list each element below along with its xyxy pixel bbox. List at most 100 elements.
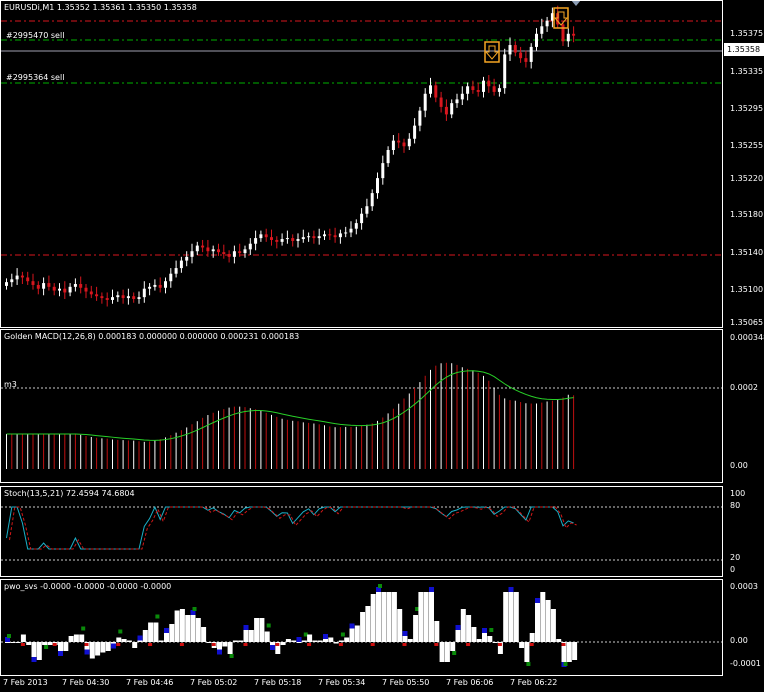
pwo-bar bbox=[232, 640, 238, 642]
pwo-bar bbox=[376, 592, 381, 642]
candle-body bbox=[540, 26, 544, 34]
pwo-bar-blue bbox=[535, 598, 540, 603]
candle-body bbox=[338, 233, 342, 238]
pwo-bar bbox=[190, 615, 196, 642]
pwo-bar bbox=[333, 642, 339, 644]
pwo-bar bbox=[381, 592, 387, 642]
candle-body bbox=[259, 234, 263, 239]
pwo-bar bbox=[482, 633, 487, 642]
pwo-bar bbox=[164, 633, 169, 642]
pwo-bar bbox=[312, 640, 318, 642]
pwo-bar bbox=[89, 642, 95, 659]
candle-body bbox=[386, 150, 390, 164]
pwo-bar-blue bbox=[455, 625, 461, 630]
pwo-bar bbox=[450, 642, 456, 651]
candle-body bbox=[243, 249, 247, 254]
pwo-bar-blue bbox=[376, 587, 381, 592]
pwo-bar bbox=[100, 642, 106, 653]
pwo-bar-blue bbox=[58, 651, 63, 656]
order-label-2995364[interactable]: #2995364 sell bbox=[6, 73, 65, 82]
pwo-bar-green bbox=[415, 607, 420, 611]
pwo-bar bbox=[439, 642, 445, 662]
stoch-pane[interactable]: Stoch(13,5,21) 72.4594 74.6804 bbox=[0, 486, 723, 577]
pwo-bar bbox=[158, 640, 164, 642]
pwo-bar bbox=[285, 639, 291, 642]
pwo-bar bbox=[217, 642, 222, 650]
candle-body bbox=[280, 239, 284, 242]
pwo-bar bbox=[497, 642, 503, 654]
candle-body bbox=[376, 178, 379, 194]
price-tick: 1.35375 bbox=[730, 29, 764, 38]
pwo-bar bbox=[323, 639, 328, 642]
pwo-pane[interactable]: pwo_svs -0.0000 -0.0000 -0.0000 -0.0000 bbox=[0, 579, 723, 676]
pwo-bar bbox=[31, 642, 37, 657]
pwo-bar-red bbox=[20, 643, 25, 646]
pwo-bar-blue bbox=[111, 643, 116, 649]
pwo-bar bbox=[275, 642, 281, 654]
candle-body bbox=[476, 90, 480, 92]
pwo-bar bbox=[455, 630, 461, 642]
pwo-bar bbox=[259, 618, 265, 642]
candle-body bbox=[121, 295, 125, 299]
pwo-bar bbox=[508, 592, 514, 642]
pwo-bar-red bbox=[179, 643, 184, 646]
order-label-2995470[interactable]: #2995470 sell bbox=[6, 31, 65, 40]
price-axis[interactable]: 1.35375 1.35335 1.35295 1.35255 1.35220 … bbox=[723, 0, 764, 328]
pwo-bar bbox=[349, 628, 355, 642]
price-tick: 1.35140 bbox=[730, 248, 764, 257]
pwo-bar bbox=[280, 642, 286, 645]
pwo-bar-blue bbox=[482, 628, 487, 633]
pwo-bar bbox=[58, 642, 63, 651]
stoch-tick: 0 bbox=[730, 565, 736, 574]
candle-body bbox=[487, 80, 491, 87]
pwo-bar-red bbox=[275, 643, 280, 646]
pwo-axis: 0.0003 0.00 -0.0001 bbox=[723, 579, 764, 676]
candle-body bbox=[418, 110, 422, 126]
pwo-bar bbox=[126, 640, 132, 642]
pwo-bar bbox=[429, 592, 434, 642]
candle-body bbox=[126, 296, 130, 299]
pwo-bar bbox=[503, 592, 509, 642]
candle-body bbox=[317, 236, 321, 239]
candle-body bbox=[174, 268, 178, 274]
candle-body bbox=[179, 260, 183, 269]
pwo-bar bbox=[317, 640, 323, 642]
pwo-bar-green bbox=[118, 629, 123, 634]
stoch-tick: 80 bbox=[730, 501, 741, 510]
candle-body bbox=[503, 54, 507, 89]
candle-body bbox=[5, 282, 8, 286]
pwo-bar bbox=[296, 642, 302, 643]
pwo-bar bbox=[423, 592, 429, 642]
price-tick: 1.35065 bbox=[730, 318, 764, 327]
time-label: 7 Feb 06:06 bbox=[446, 678, 494, 687]
candle-body bbox=[185, 256, 189, 261]
candle-body bbox=[365, 206, 369, 214]
price-chart-pane[interactable]: EURUSDi,M1 1.35352 1.35361 1.35350 1.353… bbox=[0, 0, 723, 328]
candle-body bbox=[105, 298, 109, 300]
pwo-bar bbox=[227, 642, 233, 654]
macd-title: Golden MACD(12,26,8) 0.000183 0.000000 0… bbox=[4, 332, 300, 341]
candle-body bbox=[524, 58, 528, 62]
pwo-bar bbox=[444, 642, 450, 662]
candle-body bbox=[429, 85, 432, 94]
candle-body bbox=[296, 239, 300, 241]
candle-body bbox=[47, 283, 51, 287]
pwo-bar bbox=[338, 640, 344, 642]
pwo-bar-red bbox=[307, 643, 312, 646]
pwo-bar bbox=[222, 642, 228, 647]
macd-level-label: m3 bbox=[4, 380, 17, 389]
pwo-bar bbox=[195, 618, 201, 642]
candle-body bbox=[137, 297, 141, 300]
chart-shift-marker-icon[interactable] bbox=[571, 0, 581, 6]
pwo-bar-red bbox=[434, 643, 439, 646]
candle-body bbox=[195, 245, 199, 252]
pwo-bar bbox=[466, 615, 472, 642]
candle-body bbox=[360, 213, 364, 224]
candle-body bbox=[20, 275, 24, 278]
pwo-bar bbox=[535, 603, 540, 642]
macd-pane[interactable]: Golden MACD(12,26,8) 0.000183 0.000000 0… bbox=[0, 329, 723, 483]
candle-body bbox=[460, 93, 464, 100]
candle-body bbox=[158, 284, 162, 288]
candle-body bbox=[36, 284, 40, 289]
pwo-bar bbox=[545, 600, 551, 642]
